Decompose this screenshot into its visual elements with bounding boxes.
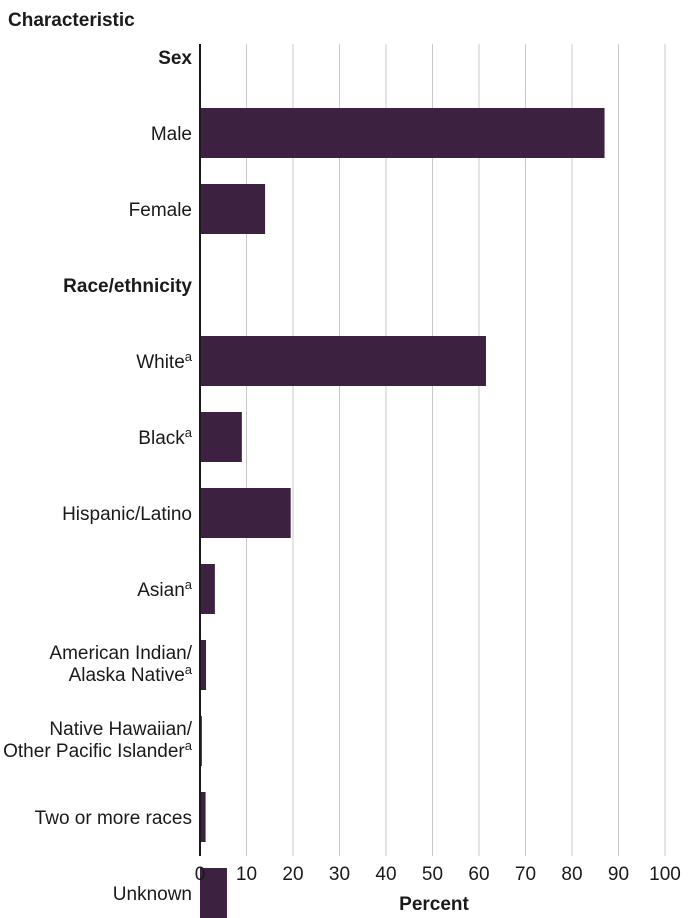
bar	[200, 108, 605, 158]
chart-title: Characteristic	[8, 10, 135, 31]
category-label: Unknown	[113, 884, 192, 905]
x-tick-label: 70	[515, 864, 536, 885]
bar	[200, 640, 207, 690]
category-labels: Sex Male Female Race/ethnicity Whitea Blacka H…	[3, 48, 193, 905]
category-label: Blacka	[138, 425, 192, 450]
group-label: Sex	[158, 48, 192, 69]
bar	[200, 868, 227, 918]
x-tick-label: 40	[375, 864, 396, 885]
category-label: Hispanic/Latino	[62, 504, 192, 525]
category-label: Whitea	[136, 349, 193, 374]
bar	[200, 792, 206, 842]
x-tick-label: 50	[422, 864, 443, 885]
bar	[200, 336, 486, 386]
category-label: Female	[129, 200, 192, 221]
category-label: Alaska Nativea	[69, 662, 193, 687]
gridlines	[246, 44, 666, 856]
bars	[200, 108, 605, 918]
x-tick-label: 80	[561, 864, 582, 885]
x-tick-label: 30	[329, 864, 350, 885]
x-axis-title: Percent	[399, 894, 469, 915]
category-label: Other Pacific Islandera	[3, 738, 193, 763]
x-axis-ticks: 0 10 20 30 40 50 60 70 80 90 100	[195, 864, 681, 885]
category-label: Male	[151, 124, 192, 145]
category-label: Native Hawaiian/	[49, 719, 192, 740]
bar	[200, 564, 215, 614]
bar	[200, 184, 266, 234]
group-label: Race/ethnicity	[63, 276, 192, 297]
category-label: Two or more races	[35, 808, 192, 829]
bar	[200, 412, 242, 462]
x-tick-label: 90	[608, 864, 629, 885]
x-tick-label: 0	[195, 864, 206, 885]
x-tick-label: 20	[282, 864, 303, 885]
x-tick-label: 60	[468, 864, 489, 885]
bar	[200, 488, 291, 538]
x-tick-label: 100	[649, 864, 681, 885]
category-label: Asiana	[137, 577, 193, 602]
x-tick-label: 10	[236, 864, 257, 885]
category-label: American Indian/	[49, 643, 192, 664]
